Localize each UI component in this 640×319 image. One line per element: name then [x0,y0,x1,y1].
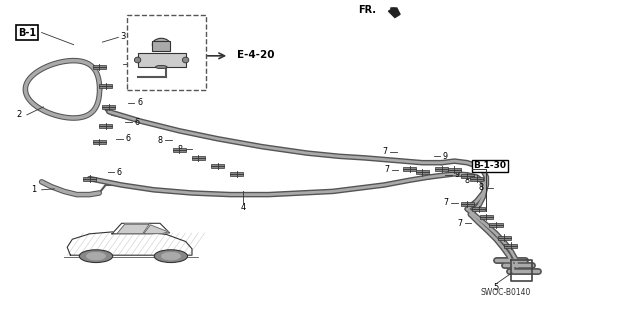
Bar [472,207,485,211]
Text: 1: 1 [31,185,36,194]
Bar [230,172,243,176]
Text: 7: 7 [444,198,449,207]
Bar [152,41,170,51]
Ellipse shape [79,250,113,263]
Text: 9: 9 [454,170,460,179]
Bar [461,174,474,178]
Text: 8: 8 [178,145,183,154]
Text: 9: 9 [443,152,448,161]
Bar [498,235,511,240]
Text: 7: 7 [383,147,388,156]
Bar [173,148,186,152]
Bar [416,170,429,174]
Text: 6: 6 [136,78,141,87]
Text: 6: 6 [134,118,140,127]
FancyBboxPatch shape [127,15,206,90]
Ellipse shape [156,65,167,69]
Polygon shape [388,8,400,18]
Text: SWOC-B0140: SWOC-B0140 [481,288,531,297]
Text: 2: 2 [17,110,22,119]
Text: 8: 8 [479,183,484,192]
Ellipse shape [154,250,188,263]
Bar [138,53,186,67]
Bar [435,167,448,171]
Bar [504,244,517,248]
Ellipse shape [86,252,106,260]
Text: 4: 4 [241,204,246,212]
Text: 7: 7 [384,165,389,174]
Polygon shape [117,224,149,234]
Bar [83,177,96,181]
Bar [470,177,483,181]
Bar [211,164,224,168]
Ellipse shape [134,57,141,63]
Bar [102,105,115,109]
Bar [448,168,461,172]
Bar [93,65,106,69]
Text: 6: 6 [125,134,131,143]
Text: 6: 6 [132,59,137,68]
Ellipse shape [161,252,180,260]
Text: 8: 8 [157,136,163,145]
Polygon shape [144,225,168,234]
Text: 6: 6 [137,98,142,107]
Bar [93,140,106,144]
Text: 6: 6 [116,168,122,177]
Text: FR.: FR. [358,5,376,15]
Bar [490,223,502,227]
Polygon shape [112,223,170,234]
Polygon shape [67,232,192,255]
Text: 8: 8 [465,176,470,185]
Text: 7: 7 [457,219,462,228]
Bar [461,202,474,206]
Bar [480,215,493,219]
Bar [99,84,112,88]
Text: B-1-30: B-1-30 [474,161,507,170]
Bar [192,156,205,160]
Ellipse shape [182,57,189,63]
Bar [403,167,416,171]
Text: E-4-20: E-4-20 [237,50,275,60]
Polygon shape [390,8,400,14]
Ellipse shape [152,38,170,51]
Text: B-1: B-1 [18,27,36,38]
Bar [99,124,112,128]
Text: 3: 3 [120,32,125,41]
Text: 5: 5 [493,283,499,292]
